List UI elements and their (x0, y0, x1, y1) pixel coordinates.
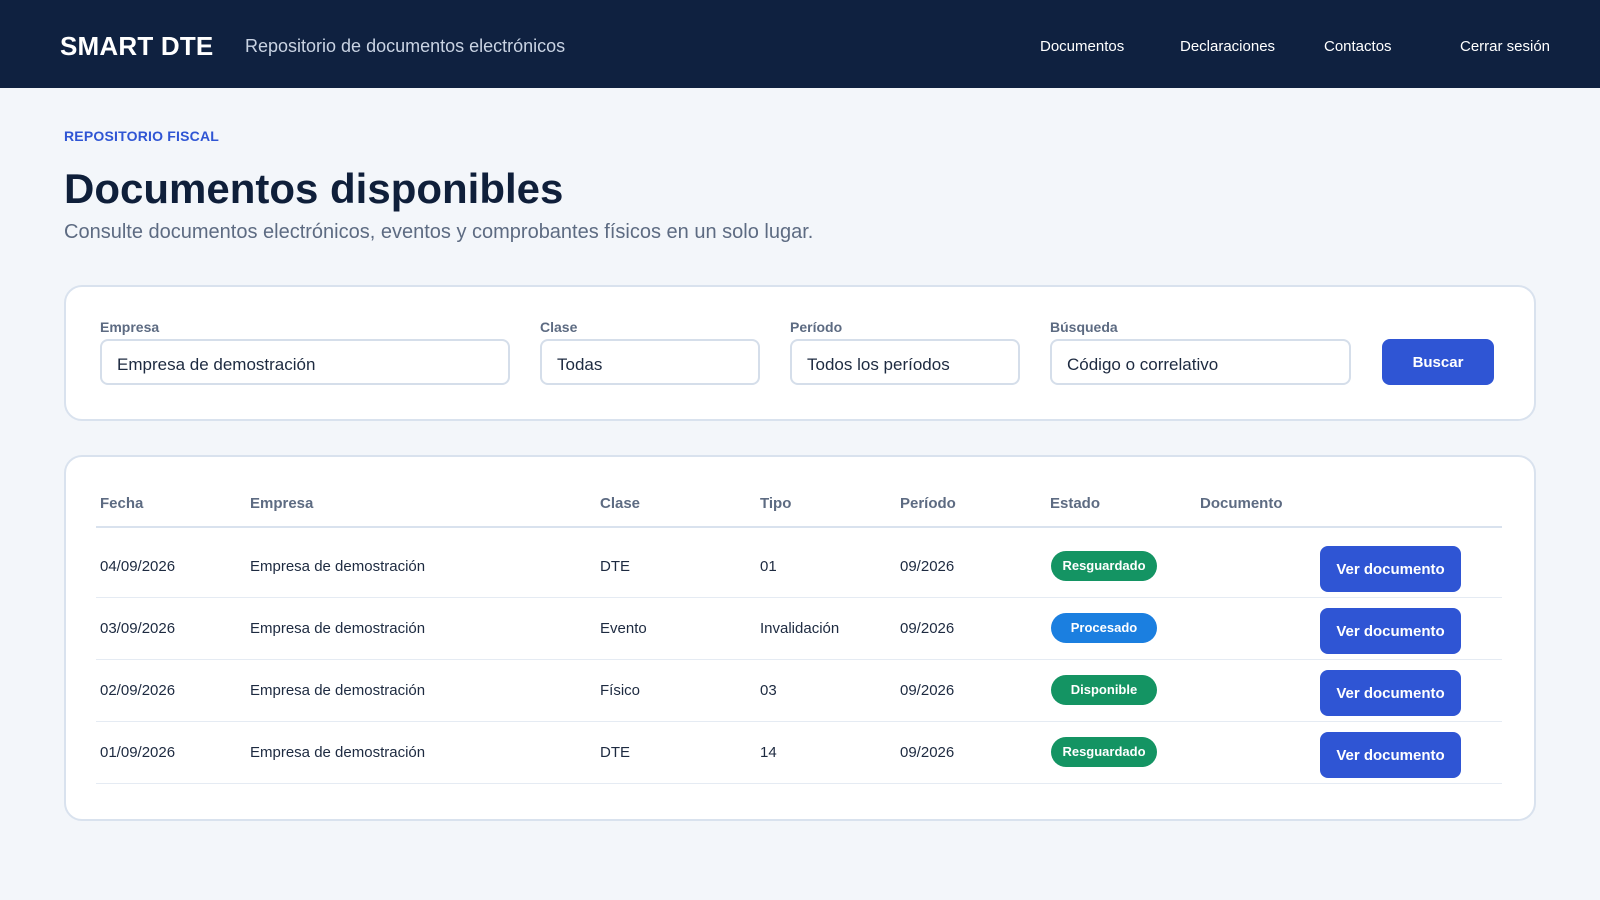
cell-fecha: 02/09/2026 (100, 682, 176, 699)
table-header-divider (96, 526, 1502, 528)
period-filter-label: Período (790, 319, 843, 335)
cell-tipo: 14 (760, 744, 777, 761)
cell-empresa: Empresa de demostración (250, 620, 426, 637)
row-divider (96, 721, 1502, 722)
status-badge: Resguardado (1051, 551, 1157, 581)
cell-tipo: 01 (760, 558, 777, 575)
logout-link[interactable]: Cerrar sesión (1460, 38, 1551, 55)
nav-documentos[interactable]: Documentos (1040, 38, 1125, 55)
top-navbar: SMART DTE Repositorio de documentos elec… (0, 0, 1600, 88)
cell-empresa: Empresa de demostración (250, 744, 426, 761)
table-row: 03/09/2026 Empresa de demostración Event… (96, 598, 1502, 660)
column-header-periodo: Período (900, 495, 956, 512)
section-eyebrow: REPOSITORIO FISCAL (64, 128, 220, 144)
company-select[interactable]: Empresa de demostración (100, 339, 510, 385)
column-header-documento: Documento (1200, 495, 1283, 512)
cell-clase: DTE (600, 558, 630, 575)
cell-periodo: 09/2026 (900, 682, 955, 699)
nav-contactos[interactable]: Contactos (1324, 38, 1392, 55)
app-tagline: Repositorio de documentos electrónicos (245, 36, 566, 56)
column-header-fecha: Fecha (100, 495, 144, 512)
cell-fecha: 03/09/2026 (100, 620, 176, 637)
search-button[interactable]: Buscar (1382, 339, 1494, 385)
column-header-empresa: Empresa (250, 495, 314, 512)
page-subtitle: Consulte documentos electrónicos, evento… (64, 221, 814, 243)
filter-panel: Empresa Empresa de demostración Clase To… (64, 285, 1536, 421)
row-divider (96, 659, 1502, 660)
column-header-clase: Clase (600, 495, 641, 512)
cell-empresa: Empresa de demostración (250, 682, 426, 699)
cell-tipo: 03 (760, 682, 777, 699)
cell-clase: DTE (600, 744, 630, 761)
class-select[interactable]: Todas (540, 339, 760, 385)
cell-clase: Evento (600, 620, 647, 637)
view-document-button[interactable]: Ver documento (1320, 546, 1461, 592)
class-filter-label: Clase (540, 319, 578, 335)
cell-tipo: Invalidación (760, 620, 840, 637)
cell-empresa: Empresa de demostración (250, 558, 426, 575)
period-select[interactable]: Todos los períodos (790, 339, 1020, 385)
cell-periodo: 09/2026 (900, 744, 955, 761)
status-badge: Resguardado (1051, 737, 1157, 767)
view-document-button[interactable]: Ver documento (1320, 732, 1461, 778)
table-row: 01/09/2026 Empresa de demostración DTE 1… (96, 722, 1502, 784)
view-document-button[interactable]: Ver documento (1320, 670, 1461, 716)
company-filter-label: Empresa (100, 319, 160, 335)
view-document-button[interactable]: Ver documento (1320, 608, 1461, 654)
brand-logo-text[interactable]: SMART DTE (60, 31, 214, 61)
row-divider (96, 783, 1502, 784)
table-row: 04/09/2026 Empresa de demostración DTE 0… (96, 536, 1502, 598)
status-badge: Disponible (1051, 675, 1157, 705)
cell-clase: Físico (600, 682, 641, 699)
column-header-tipo: Tipo (760, 495, 792, 512)
status-badge: Procesado (1051, 613, 1157, 643)
cell-fecha: 04/09/2026 (100, 558, 176, 575)
cell-periodo: 09/2026 (900, 558, 955, 575)
documents-table: Fecha Empresa Clase Tipo Período Estado … (64, 455, 1536, 821)
page-title: Documentos disponibles (64, 165, 564, 212)
column-header-estado: Estado (1050, 495, 1101, 512)
row-divider (96, 597, 1502, 598)
cell-periodo: 09/2026 (900, 620, 955, 637)
table-row: 02/09/2026 Empresa de demostración Físic… (96, 660, 1502, 722)
nav-declaraciones[interactable]: Declaraciones (1180, 38, 1276, 55)
cell-fecha: 01/09/2026 (100, 744, 176, 761)
search-input[interactable]: Código o correlativo (1050, 339, 1351, 385)
search-filter-label: Búsqueda (1050, 319, 1118, 335)
